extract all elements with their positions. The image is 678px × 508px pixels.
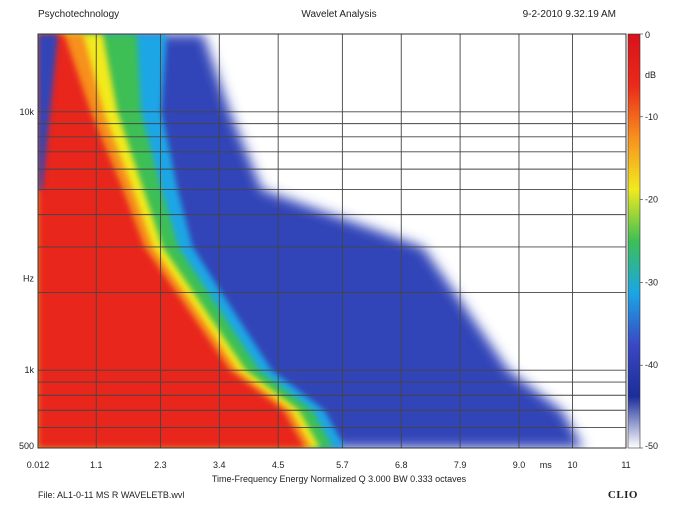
colorbar-tick-label: -20	[645, 195, 658, 205]
colorbar: 0 -10 -20 -30 -40 -50 dB	[628, 30, 658, 451]
y-axis-label: Hz	[23, 274, 34, 284]
y-tick-label: 500	[19, 441, 34, 451]
colorbar-tick-label: -10	[645, 112, 658, 122]
y-tick-label: 10k	[19, 107, 34, 117]
x-tick-label: 5.7	[336, 460, 349, 470]
x-tick-label: 2.3	[154, 460, 167, 470]
x-tick-label: 10	[567, 460, 577, 470]
x-tick-label: 11	[621, 460, 630, 470]
x-tick-label: 6.8	[395, 460, 408, 470]
x-tick-label: 0.012	[27, 460, 50, 470]
colorbar-tick-label: 0	[645, 30, 650, 40]
colorbar-tick-label: -50	[645, 441, 658, 451]
file-name: File: AL1-0-11 MS R WAVELETB.wvl	[38, 490, 184, 500]
x-tick-label: 4.5	[272, 460, 285, 470]
x-axis: 0.012 1.1 2.3 3.4 4.5 5.7 6.8 7.9 9.0 10 11 ms	[27, 460, 631, 470]
colorbar-gradient	[628, 34, 640, 448]
colorbar-unit-label: dB	[645, 70, 656, 80]
x-unit-label: ms	[540, 460, 552, 470]
x-tick-label: 9.0	[513, 460, 526, 470]
x-axis-caption: Time-Frequency Energy Normalized Q 3.000…	[0, 474, 678, 484]
y-tick-label: 1k	[24, 365, 34, 375]
x-tick-label: 7.9	[454, 460, 467, 470]
colorbar-tick-label: -40	[645, 360, 658, 370]
x-tick-label: 3.4	[213, 460, 226, 470]
x-tick-label: 1.1	[90, 460, 103, 470]
y-axis: 10k 1k 500 Hz	[19, 107, 35, 451]
brand-logo: CLIO	[608, 489, 638, 501]
colorbar-tick-label: -30	[645, 277, 658, 287]
